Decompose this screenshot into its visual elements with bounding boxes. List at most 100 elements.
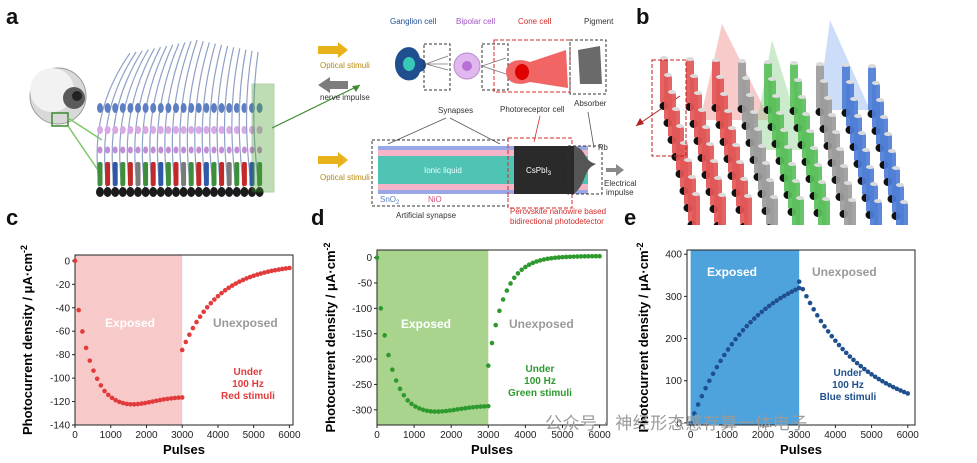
data-point <box>582 254 588 259</box>
data-point <box>374 255 380 260</box>
data-point <box>109 395 115 401</box>
data-point <box>890 384 896 390</box>
pb-electrode <box>574 146 596 194</box>
data-point <box>597 253 602 259</box>
chart-e-exposed-label: Exposed <box>707 265 757 279</box>
bipolar-cell-label: Bipolar cell <box>456 17 495 26</box>
electrical-impulse-label-2: impulse <box>606 188 634 197</box>
data-point <box>493 322 499 328</box>
ganglion-cell-nucleus <box>403 57 415 71</box>
data-point <box>766 303 772 309</box>
y-tick-label: -40 <box>56 303 71 314</box>
data-point <box>497 308 502 314</box>
data-point <box>229 283 235 288</box>
chart-d-points <box>374 253 602 414</box>
data-point <box>94 376 100 382</box>
data-point <box>729 341 735 347</box>
data-point <box>269 268 274 274</box>
data-point <box>563 254 569 260</box>
data-point <box>265 269 271 275</box>
chart-d-plot-frame <box>376 249 608 426</box>
artificial-synapse-box <box>371 139 509 207</box>
data-point <box>98 383 104 388</box>
data-point <box>176 395 181 400</box>
photoreceptor-box <box>493 39 571 93</box>
y-tick-label: -80 <box>56 350 71 361</box>
data-point <box>128 401 133 407</box>
chart-e-unexposed-label: Unexposed <box>812 265 877 279</box>
data-point <box>793 287 798 293</box>
data-point <box>102 388 107 394</box>
data-point <box>401 392 407 398</box>
y-tick-label: -140 <box>50 421 70 432</box>
ionic-liquid-label: Ionic liquid <box>424 166 462 175</box>
data-point <box>254 272 260 277</box>
perovskite-label-2: bidirectional photodetector <box>510 217 604 225</box>
data-point <box>179 347 185 353</box>
data-point <box>386 352 391 358</box>
cspbi3-block <box>514 146 574 194</box>
data-point <box>258 271 264 276</box>
y-tick-label: 100 <box>665 376 682 387</box>
chart-c-exposed-label: Exposed <box>105 316 155 330</box>
data-point <box>858 363 864 369</box>
optical-stimuli-arrow-top <box>318 42 348 58</box>
panel-letter-e: e <box>624 205 637 230</box>
data-point <box>91 368 96 373</box>
data-point <box>872 374 878 380</box>
electrical-impulse-label-1: Electrical <box>604 179 637 188</box>
x-tick-label: 0 <box>374 430 380 441</box>
data-point <box>459 406 464 412</box>
chart-d-exposed-label: Exposed <box>401 317 451 331</box>
panel-letter-b: b <box>636 4 650 29</box>
data-point <box>197 314 203 319</box>
synapse-connector-2 <box>449 117 501 145</box>
data-point <box>443 408 449 414</box>
data-point <box>725 347 731 352</box>
y-tick-label: -250 <box>352 380 372 391</box>
data-point <box>840 346 845 352</box>
data-point <box>789 289 795 295</box>
data-point <box>83 345 89 351</box>
data-point <box>393 378 399 383</box>
optical-stimuli-label-bottom: Optical stimuli <box>320 173 370 182</box>
data-point <box>146 399 152 405</box>
data-point <box>409 401 414 407</box>
data-point <box>247 274 253 280</box>
data-point <box>736 332 742 337</box>
data-point <box>428 409 434 414</box>
watermark: 公众号 · 神经形态感存算一体电子 <box>545 414 808 434</box>
data-point <box>276 267 282 272</box>
y-tick-label: 0 <box>64 256 70 267</box>
chart-c-ticks: 0 1000 2000 3000 4000 5000 6000 0 -20 -40 -60 -80 -1… <box>50 256 301 441</box>
nerve-impulse-arrow <box>318 77 348 93</box>
data-point <box>279 266 285 272</box>
data-point <box>413 404 418 409</box>
data-point <box>862 366 867 372</box>
data-point <box>120 400 126 406</box>
sno2-label: SnO2 <box>380 195 400 206</box>
data-point <box>560 254 565 260</box>
y-tick-label: 0 <box>366 253 372 264</box>
optical-stimuli-label-top: Optical stimuli <box>320 61 370 70</box>
data-point <box>142 400 148 406</box>
data-point <box>283 266 289 271</box>
chart-d-xlabel: Pulses <box>471 442 513 457</box>
chart-d-condition-line-3: Green stimuli <box>508 388 572 399</box>
data-point <box>814 313 820 318</box>
data-point <box>770 300 776 306</box>
data-point <box>807 300 813 306</box>
data-point <box>880 378 885 384</box>
data-point <box>818 318 824 324</box>
y-tick-label: -100 <box>50 374 70 385</box>
data-point <box>124 401 130 407</box>
data-point <box>287 265 292 271</box>
pigment-label: Pigment <box>584 17 614 26</box>
data-point <box>876 376 882 382</box>
y-tick-label: -300 <box>352 405 372 416</box>
data-point <box>113 397 118 403</box>
data-point <box>748 319 753 325</box>
data-point <box>534 259 539 264</box>
data-point <box>455 407 460 412</box>
data-point <box>474 404 480 410</box>
